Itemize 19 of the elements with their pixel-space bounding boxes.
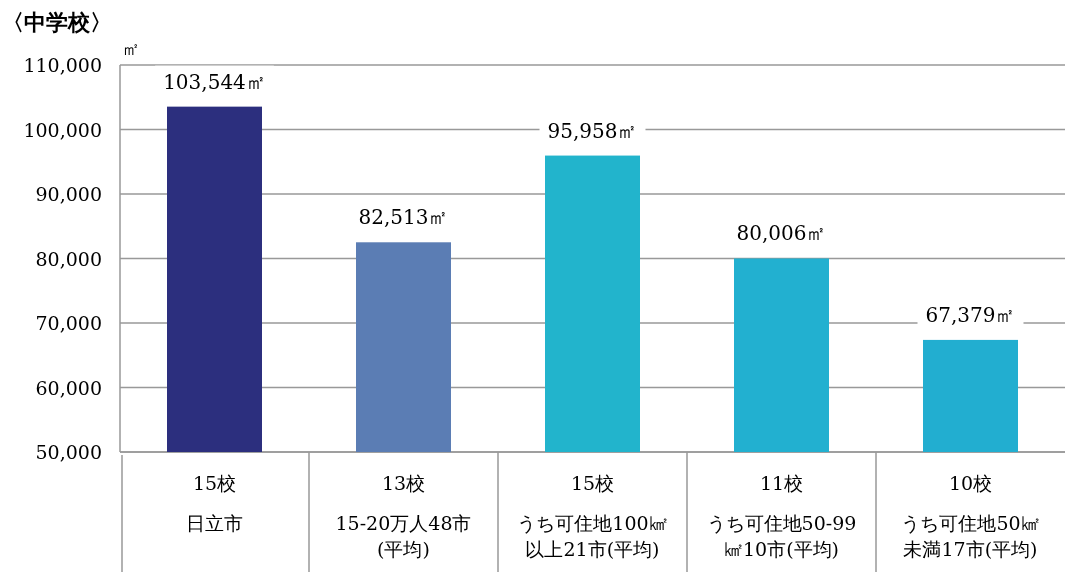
x-tick-label: 15校日立市: [186, 472, 243, 534]
x-tick-label: 10校うち可住地50㎢未満17市(平均): [901, 472, 1040, 560]
y-tick-label: 70,000: [35, 312, 102, 334]
x-tick-label: 11校うち可住地50-99㎢10市(平均): [706, 472, 857, 560]
y-tick-label: 50,000: [35, 441, 102, 463]
data-label: 67,379㎡: [925, 302, 1016, 327]
data-label: 103,544㎡: [163, 69, 266, 94]
y-tick-label: 100,000: [23, 118, 102, 141]
y-tick-label: 90,000: [35, 183, 102, 205]
y-tick-label: 60,000: [35, 376, 102, 399]
data-label: 80,006㎡: [736, 221, 827, 246]
x-tick-label: 13校15-20万人48市 (平均): [335, 472, 472, 560]
data-label: 82,513㎡: [358, 205, 449, 230]
data-label: 95,958㎡: [547, 118, 638, 143]
chart-title: 〈中学校〉: [2, 9, 112, 35]
y-tick-label: 80,000: [35, 247, 102, 270]
x-tick-label: 15校うち可住地100㎢以上21市(平均): [517, 472, 668, 560]
y-axis-title: ㎡: [122, 38, 140, 59]
y-tick-label: 110,000: [23, 54, 102, 76]
